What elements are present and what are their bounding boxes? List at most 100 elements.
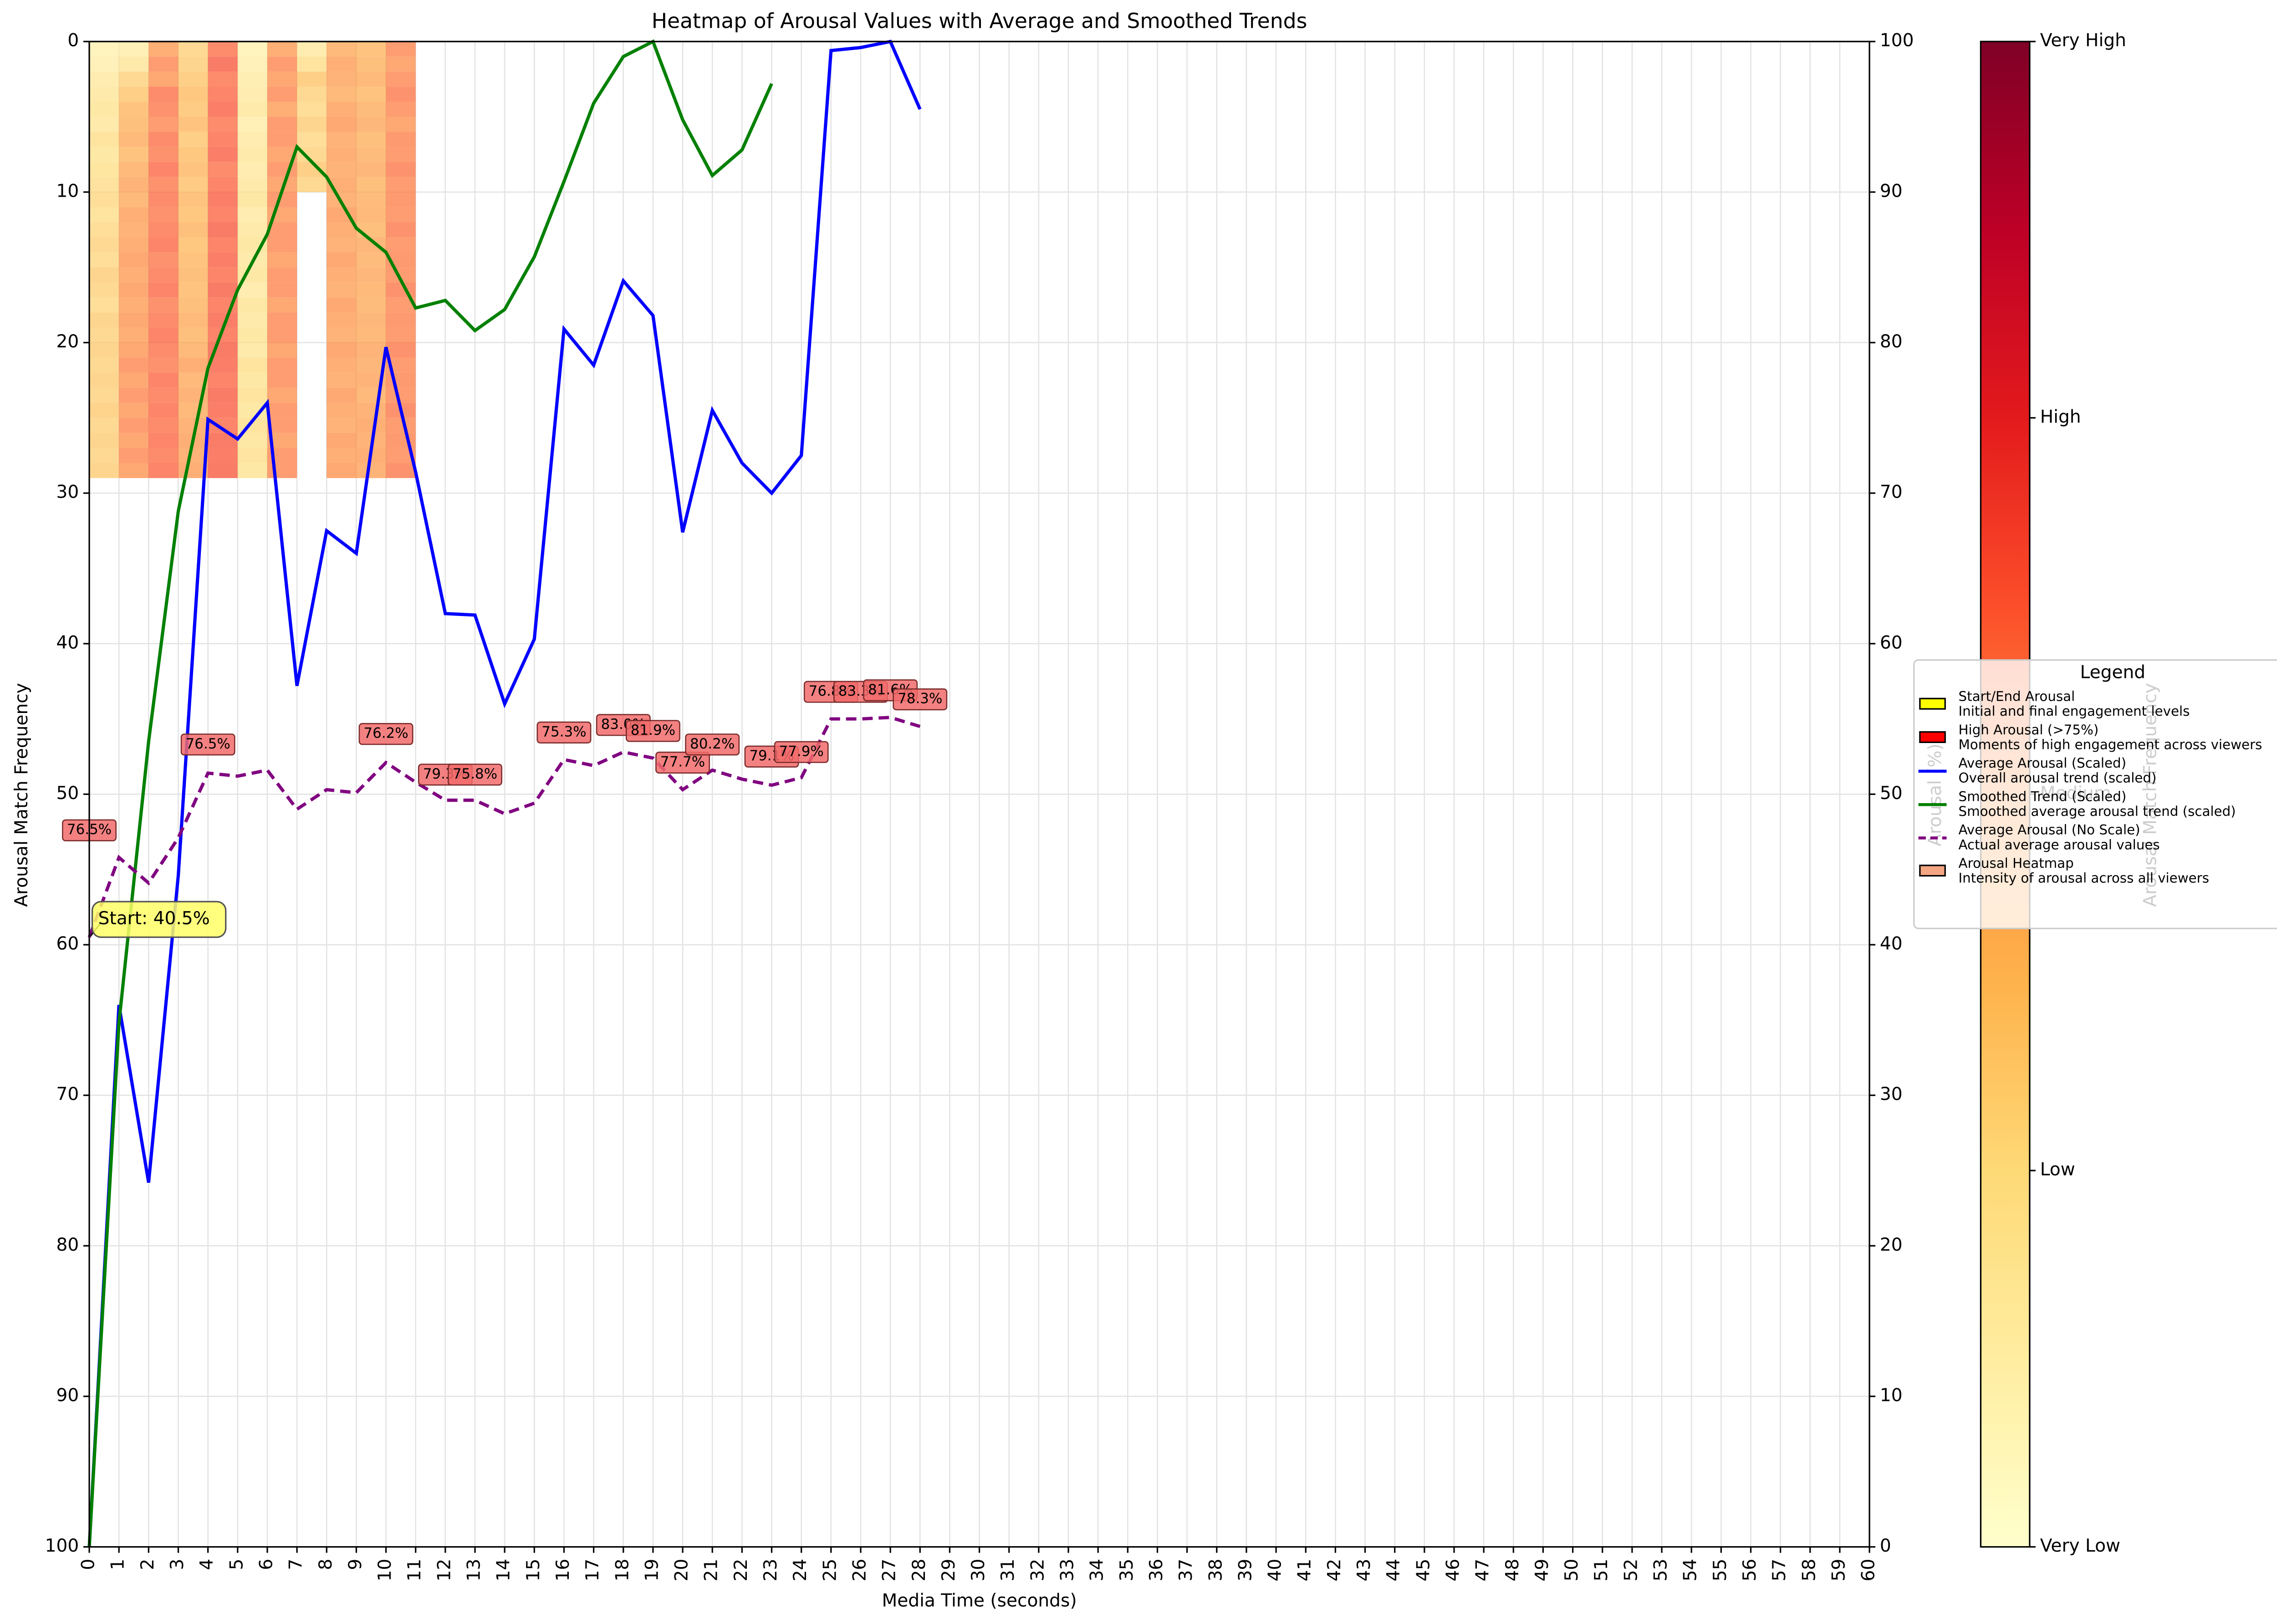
heatmap-cell: [237, 448, 267, 463]
y-axis-label: Arousal Match Frequency: [11, 683, 32, 907]
x-tick-label: 56: [1740, 1559, 1760, 1582]
heatmap-cell: [119, 132, 149, 147]
heatmap-cell: [119, 162, 149, 177]
heatmap-cell: [386, 56, 416, 72]
x-tick-label: 11: [404, 1559, 425, 1582]
heatmap-cell: [386, 117, 416, 132]
heatmap-cell: [119, 117, 149, 132]
heatmap-cell: [356, 463, 386, 479]
heatmap-cell: [119, 147, 149, 162]
x-tick-label: 52: [1621, 1559, 1641, 1582]
heatmap-cell: [148, 87, 179, 102]
heatmap-cell: [327, 433, 357, 448]
heatmap-cell: [148, 102, 179, 117]
heatmap-cell: [327, 402, 357, 418]
heatmap-cell: [148, 147, 179, 162]
x-tick-label: 55: [1710, 1559, 1731, 1582]
heatmap-cell: [237, 87, 267, 102]
heatmap-cell: [267, 357, 297, 373]
heatmap-cell: [178, 402, 208, 418]
heatmap-cell: [89, 87, 119, 102]
heatmap-cell: [208, 387, 238, 403]
annotation-box: [448, 764, 502, 786]
heatmap-cell: [267, 71, 297, 87]
heatmap-cell: [89, 71, 119, 87]
heatmap-cell: [208, 117, 238, 132]
heatmap-cell: [386, 41, 416, 57]
heatmap-cell: [267, 417, 297, 433]
annotation-box: [536, 721, 592, 743]
heatmap-cell: [148, 342, 179, 358]
heatmap-cell: [356, 222, 386, 238]
heatmap-cell: [297, 56, 327, 72]
heatmap-cell: [148, 463, 179, 479]
heatmap-cell: [89, 132, 119, 147]
heatmap-cell: [237, 463, 267, 479]
heatmap-cell: [178, 207, 208, 222]
heatmap-cell: [148, 117, 179, 132]
heatmap-cell: [386, 222, 416, 238]
y2-tick-label: 50: [1880, 783, 1903, 804]
heatmap-cell: [327, 252, 357, 268]
heatmap-cell: [119, 267, 149, 283]
heatmap-cell: [208, 463, 238, 479]
heatmap-cell: [89, 433, 119, 448]
heatmap-cell: [208, 56, 238, 72]
heatmap-cell: [148, 282, 179, 298]
heatmap-cell: [148, 222, 179, 238]
colorbar-tick-label: Very High: [2040, 31, 2126, 51]
y2-tick-label: 30: [1880, 1084, 1903, 1105]
legend-swatch: [1919, 697, 1946, 710]
heatmap-cell: [267, 56, 297, 72]
legend-description: Smoothed average arousal trend (scaled): [1959, 804, 2236, 819]
x-tick-label: 40: [1265, 1559, 1286, 1582]
heatmap-cell: [356, 177, 386, 192]
heatmap-cell: [237, 342, 267, 358]
y2-tick-label: 20: [1880, 1235, 1903, 1255]
heatmap-cell: [386, 282, 416, 298]
x-tick-label: 31: [998, 1559, 1018, 1582]
annotation-label: 81.9%: [631, 722, 675, 738]
heatmap-cell: [386, 312, 416, 328]
heatmap-cell: [267, 402, 297, 418]
x-tick-label: 29: [939, 1559, 959, 1582]
heatmap-cell: [119, 222, 149, 238]
heatmap-cell: [178, 357, 208, 373]
heatmap-cell: [267, 282, 297, 298]
heatmap-cell: [178, 192, 208, 207]
heatmap-cell: [119, 402, 149, 418]
heatmap-cell: [208, 222, 238, 238]
y-tick-label: 20: [56, 331, 79, 352]
heatmap-cell: [237, 132, 267, 147]
heatmap-cell: [89, 387, 119, 403]
x-tick-label: 16: [553, 1559, 573, 1582]
heatmap-cell: [327, 267, 357, 283]
heatmap-cell: [178, 132, 208, 147]
heatmap-cell: [178, 87, 208, 102]
heatmap-cell: [89, 267, 119, 283]
heatmap-cell: [237, 387, 267, 403]
heatmap-cell: [119, 207, 149, 222]
x-tick-label: 13: [464, 1559, 485, 1582]
heatmap-cell: [356, 327, 386, 343]
y2-tick-label: 60: [1880, 632, 1903, 653]
heatmap-cell: [356, 312, 386, 328]
heatmap-cell: [148, 56, 179, 72]
heatmap-cell: [267, 102, 297, 117]
y2-tick-label: 100: [1880, 31, 1914, 51]
heatmap-cell: [356, 132, 386, 147]
heatmap-cell: [148, 433, 179, 448]
legend-description: Initial and final engagement levels: [1959, 703, 2190, 719]
heatmap-cell: [178, 327, 208, 343]
x-tick-label: 7: [286, 1559, 306, 1570]
heatmap-cell: [89, 207, 119, 222]
series-line: [87, 716, 921, 938]
x-tick-label: 19: [642, 1559, 662, 1582]
heatmap-cell: [327, 342, 357, 358]
heatmap-cell: [178, 417, 208, 433]
x-tick-label: 41: [1295, 1559, 1315, 1582]
annotation-box: [774, 741, 829, 763]
heatmap-cell: [148, 417, 179, 433]
legend-swatch: [1919, 865, 1946, 877]
series-line: [87, 39, 773, 1547]
